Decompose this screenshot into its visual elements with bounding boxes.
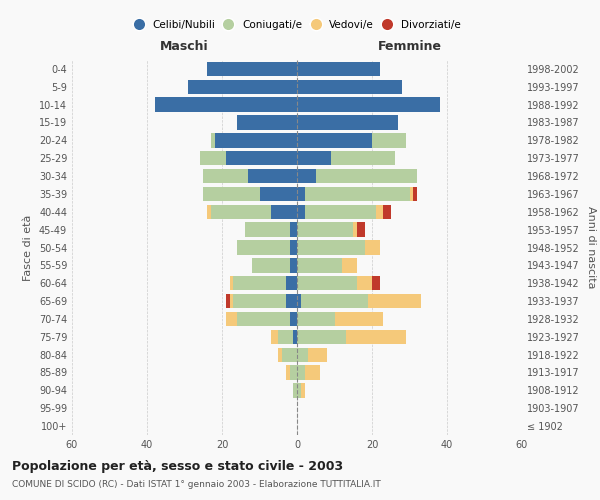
Bar [376,204,383,219]
Text: Popolazione per età, sesso e stato civile - 2003: Popolazione per età, sesso e stato civil… [12,460,343,473]
Bar [297,62,380,76]
Bar [301,294,368,308]
Bar [316,169,417,183]
Bar [155,98,297,112]
Bar [286,366,290,380]
Bar [248,169,297,183]
Bar [215,133,297,148]
Bar [207,62,297,76]
Bar [233,276,286,290]
Text: COMUNE DI SCIDO (RC) - Dati ISTAT 1° gennaio 2003 - Elaborazione TUTTITALIA.IT: COMUNE DI SCIDO (RC) - Dati ISTAT 1° gen… [12,480,381,489]
Bar [226,312,237,326]
Bar [297,187,305,201]
Bar [278,348,282,362]
Bar [290,258,297,272]
Bar [305,366,320,380]
Bar [365,240,380,254]
Bar [211,204,271,219]
Bar [237,116,297,130]
Bar [409,187,413,201]
Bar [305,204,376,219]
Bar [305,187,409,201]
Bar [297,383,301,398]
Bar [297,169,316,183]
Bar [226,151,297,166]
Bar [188,80,297,94]
Bar [297,204,305,219]
Bar [290,240,297,254]
Bar [203,169,248,183]
Bar [226,294,229,308]
Bar [286,276,297,290]
Bar [372,133,406,148]
Bar [229,276,233,290]
Bar [203,187,260,201]
Bar [383,204,391,219]
Bar [229,294,233,308]
Bar [346,330,406,344]
Text: Femmine: Femmine [377,40,442,53]
Bar [368,294,421,308]
Bar [353,222,357,237]
Bar [260,187,297,201]
Bar [413,187,417,201]
Bar [233,294,286,308]
Bar [252,258,290,272]
Bar [290,366,297,380]
Y-axis label: Anni di nascita: Anni di nascita [586,206,596,289]
Bar [372,276,380,290]
Bar [297,151,331,166]
Legend: Celibi/Nubili, Coniugati/e, Vedovi/e, Divorziati/e: Celibi/Nubili, Coniugati/e, Vedovi/e, Di… [130,16,464,33]
Bar [297,330,346,344]
Bar [335,312,383,326]
Bar [301,383,305,398]
Bar [237,240,290,254]
Bar [331,151,395,166]
Text: Maschi: Maschi [160,40,209,53]
Bar [290,312,297,326]
Bar [271,330,278,344]
Bar [290,222,297,237]
Bar [297,116,398,130]
Bar [297,312,335,326]
Bar [282,348,297,362]
Bar [271,204,297,219]
Bar [297,133,372,148]
Bar [245,222,290,237]
Bar [357,222,365,237]
Bar [293,383,297,398]
Bar [207,204,211,219]
Y-axis label: Fasce di età: Fasce di età [23,214,33,280]
Bar [297,294,301,308]
Bar [237,312,290,326]
Bar [357,276,372,290]
Bar [297,276,357,290]
Bar [297,366,305,380]
Bar [286,294,297,308]
Bar [308,348,327,362]
Bar [342,258,357,272]
Bar [297,348,308,362]
Bar [211,133,215,148]
Bar [278,330,293,344]
Bar [297,80,402,94]
Bar [297,98,439,112]
Bar [199,151,226,166]
Bar [293,330,297,344]
Bar [297,240,365,254]
Bar [297,222,353,237]
Bar [297,258,342,272]
